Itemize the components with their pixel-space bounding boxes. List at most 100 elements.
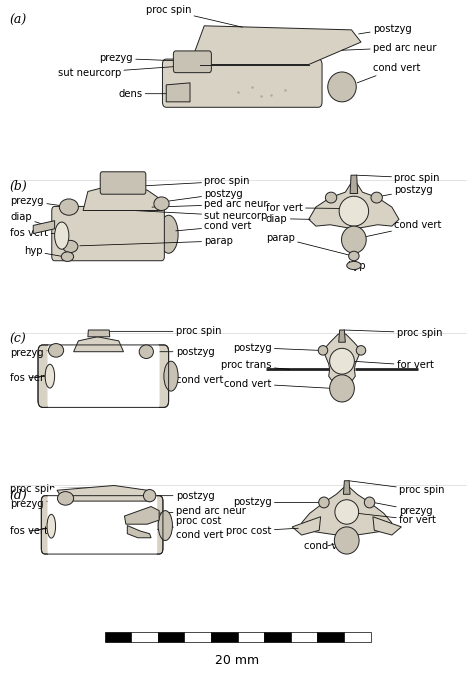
Text: hyp: hyp [24,246,64,257]
Text: prezyg: prezyg [99,54,185,63]
Text: postzyg: postzyg [155,491,215,500]
Polygon shape [124,507,159,524]
FancyBboxPatch shape [162,59,322,107]
Ellipse shape [364,497,375,508]
Ellipse shape [371,192,382,203]
Ellipse shape [159,215,178,253]
Text: (a): (a) [10,14,27,26]
Text: hyp: hyp [347,261,365,272]
Ellipse shape [330,375,354,402]
Polygon shape [166,83,190,102]
Polygon shape [83,185,159,210]
Ellipse shape [57,492,74,505]
Text: cond vert: cond vert [165,375,223,385]
Ellipse shape [55,222,69,249]
Text: ped arc neur: ped arc neur [152,200,268,209]
Text: cond vert: cond vert [304,541,352,551]
Text: prezyg: prezyg [10,196,62,206]
Text: diap: diap [10,213,47,225]
Ellipse shape [330,348,354,374]
Text: postzyg: postzyg [169,189,243,201]
Bar [211,632,238,642]
Bar [238,632,264,642]
Ellipse shape [158,511,172,540]
Bar [317,632,344,642]
Polygon shape [74,337,124,352]
Text: cond vert: cond vert [357,63,420,83]
Ellipse shape [48,344,64,357]
Ellipse shape [45,364,55,388]
Ellipse shape [47,515,56,538]
Text: postzyg: postzyg [233,498,319,507]
Ellipse shape [164,361,178,391]
FancyBboxPatch shape [48,488,157,562]
Ellipse shape [339,196,369,226]
Ellipse shape [349,251,359,261]
Text: pend arc neur: pend arc neur [157,506,246,515]
Bar [264,632,291,642]
FancyBboxPatch shape [173,51,211,73]
Text: fos vert: fos vert [10,373,48,382]
Polygon shape [339,330,345,342]
Polygon shape [302,485,392,536]
Ellipse shape [59,199,78,215]
Text: proc spin: proc spin [10,484,89,494]
FancyBboxPatch shape [100,172,146,194]
Text: prezyg: prezyg [10,348,50,358]
Bar [131,632,158,642]
Text: for vert: for vert [352,361,434,370]
Polygon shape [127,526,151,538]
Text: postzyg: postzyg [380,185,433,196]
Text: parap: parap [266,233,350,255]
Text: postzyg: postzyg [153,347,215,356]
Text: proc spin: proc spin [140,177,250,186]
Polygon shape [373,517,401,535]
Ellipse shape [325,192,337,203]
Polygon shape [323,334,361,383]
Polygon shape [33,221,55,234]
Text: proc cost: proc cost [149,517,221,531]
Text: postzyg: postzyg [359,24,412,34]
Ellipse shape [356,346,366,355]
Text: proc trans: proc trans [221,361,290,370]
Text: diap: diap [266,214,310,223]
FancyBboxPatch shape [38,345,169,407]
Text: sut neurcorp: sut neurcorp [133,210,267,221]
Ellipse shape [342,226,366,253]
Text: dens: dens [118,89,174,98]
Text: for vert: for vert [357,513,436,525]
Text: 20 mm: 20 mm [216,654,259,667]
Bar [104,632,131,642]
Bar [344,632,370,642]
Text: sut neurcorp: sut neurcorp [58,65,204,77]
Text: proc spin: proc spin [344,328,442,337]
Text: proc spin: proc spin [356,173,440,183]
Ellipse shape [347,261,361,270]
Text: proc spin: proc spin [349,481,445,495]
Ellipse shape [328,72,356,102]
Ellipse shape [318,346,328,355]
FancyBboxPatch shape [52,206,164,261]
Ellipse shape [335,500,359,524]
Polygon shape [190,26,361,65]
Polygon shape [292,517,321,535]
Bar [184,632,211,642]
Text: prezyg: prezyg [373,502,433,515]
Bar [158,632,184,642]
Ellipse shape [61,252,74,261]
Polygon shape [88,330,110,337]
Ellipse shape [319,497,329,508]
Text: proc spin: proc spin [146,5,242,27]
Text: cond vert: cond vert [176,221,252,231]
Ellipse shape [63,240,78,253]
Bar [291,632,317,642]
Text: cond vert: cond vert [224,379,332,388]
Ellipse shape [143,490,156,502]
Text: cond vert: cond vert [172,527,223,540]
FancyBboxPatch shape [48,338,160,414]
Text: (c): (c) [10,333,26,346]
Text: fos vert: fos vert [10,526,48,536]
FancyBboxPatch shape [41,496,163,554]
Text: postzyg: postzyg [233,343,319,352]
Ellipse shape [154,197,169,210]
